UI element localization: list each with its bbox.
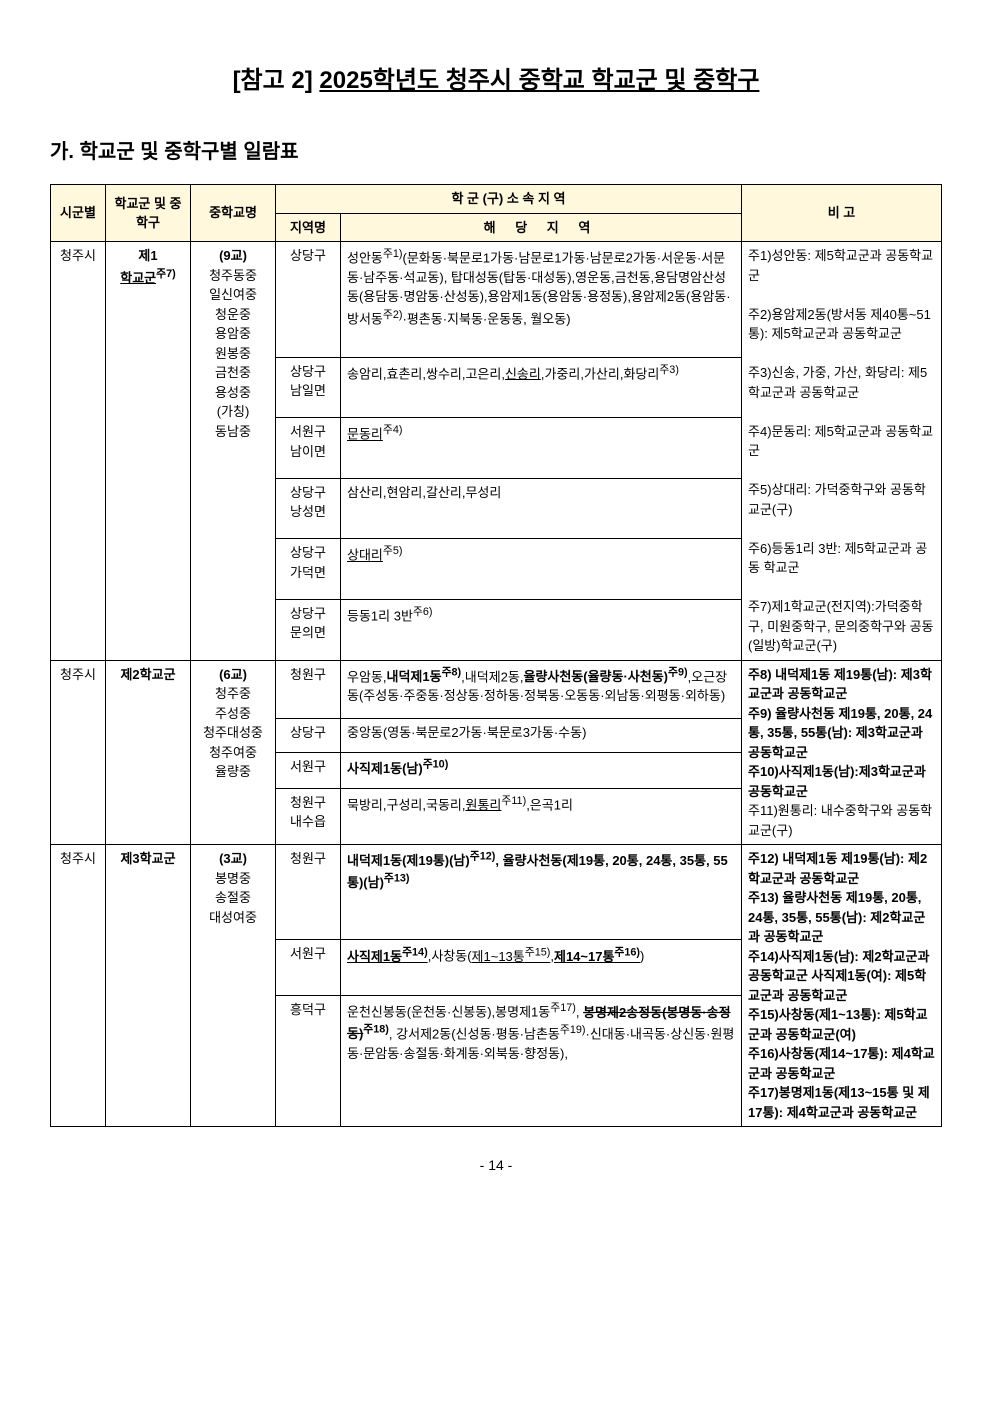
subtitle: 가. 학교군 및 중학구별 일람표 — [50, 135, 942, 164]
th-school: 중학교명 — [191, 185, 276, 242]
th-region-detail: 해 당 지 역 — [341, 213, 742, 242]
region-detail-cell: 중앙동(영동·북문로2가동·북문로3가동·수동) — [341, 719, 742, 752]
region-detail-cell: 운천신봉동(운천동·신봉동),봉명제1동주17), 봉명제2송정동(봉명동·송정… — [341, 996, 742, 1127]
region-detail-cell: 사직제1동주14),사창동(제1~13통주15),제14~17통주16)) — [341, 940, 742, 996]
region-name-cell: 상당구가덕면 — [276, 539, 341, 600]
region-detail-cell: 우암동,내덕제1동주8),내덕제2동,율량사천동(율량동·사천동)주9),오근장… — [341, 660, 742, 719]
gun-cell: 제2학교군 — [106, 660, 191, 845]
gun-cell: 제1학교군주7) — [106, 242, 191, 661]
bigo-cell: 주12) 내덕제1동 제19통(남): 제2학교군과 공동학교군주13) 율량사… — [742, 845, 942, 1127]
schools-cell: (9교)청주동중일신여중청운중용암중원봉중금천중용성중(가칭)동남중 — [191, 242, 276, 661]
region-detail-cell: 묵방리,구성리,국동리,원통리주11),은곡1리 — [341, 788, 742, 844]
th-region-name: 지역명 — [276, 213, 341, 242]
title-main: 2025학년도 청주시 중학교 학교군 및 중학구 — [319, 67, 759, 94]
schools-cell: (6교)청주중주성중청주대성중청주여중율량중 — [191, 660, 276, 845]
page-title: [참고 2] 2025학년도 청주시 중학교 학교군 및 중학구 — [50, 60, 942, 95]
region-detail-cell: 성안동주1)(문화동·북문로1가동·남문로1가동·남문로2가동·서운동·서문동·… — [341, 242, 742, 358]
region-name-cell: 서원구 — [276, 752, 341, 788]
sigun-cell: 청주시 — [51, 845, 106, 1127]
region-detail-cell: 내덕제1동(제19통)(남)주12), 율량사천동(제19통, 20통, 24통… — [341, 845, 742, 940]
region-name-cell: 청원구 — [276, 845, 341, 940]
region-detail-cell: 송암리,효촌리,쌍수리,고은리,신송리,가중리,가산리,화당리주3) — [341, 357, 742, 418]
th-sigun: 시군별 — [51, 185, 106, 242]
bigo-cell: 주8) 내덕제1동 제19통(남): 제3학교군과 공동학교군주9) 율량사천동… — [742, 660, 942, 845]
region-name-cell: 청원구 — [276, 660, 341, 719]
region-detail-cell: 사직제1동(남)주10) — [341, 752, 742, 788]
th-bigo: 비 고 — [742, 185, 942, 242]
region-name-cell: 서원구남이면 — [276, 418, 341, 479]
region-name-cell: 청원구내수읍 — [276, 788, 341, 844]
region-name-cell: 상당구 — [276, 719, 341, 752]
sigun-cell: 청주시 — [51, 242, 106, 661]
region-name-cell: 서원구 — [276, 940, 341, 996]
gun-cell: 제3학교군 — [106, 845, 191, 1127]
region-detail-cell: 문동리주4) — [341, 418, 742, 479]
region-name-cell: 상당구 — [276, 242, 341, 358]
th-region-group: 학 군 (구) 소 속 지 역 — [276, 185, 742, 214]
district-table: 시군별 학교군 및 중학구 중학교명 학 군 (구) 소 속 지 역 비 고 지… — [50, 184, 942, 1127]
schools-cell: (3교)봉명중송절중대성여중 — [191, 845, 276, 1127]
bigo-cell: 주1)성안동: 제5학교군과 공동학교군주2)용암제2동(방서동 제40통~51… — [742, 242, 942, 661]
th-gungu: 학교군 및 중학구 — [106, 185, 191, 242]
region-detail-cell: 삼산리,현암리,갈산리,무성리 — [341, 478, 742, 539]
sigun-cell: 청주시 — [51, 660, 106, 845]
region-name-cell: 상당구문의면 — [276, 599, 341, 660]
region-detail-cell: 등동1리 3반주6) — [341, 599, 742, 660]
region-name-cell: 흥덕구 — [276, 996, 341, 1127]
region-name-cell: 상당구낭성면 — [276, 478, 341, 539]
region-name-cell: 상당구남일면 — [276, 357, 341, 418]
page-number: - 14 - — [50, 1157, 942, 1173]
title-prefix: [참고 2] — [233, 67, 313, 94]
region-detail-cell: 상대리주5) — [341, 539, 742, 600]
